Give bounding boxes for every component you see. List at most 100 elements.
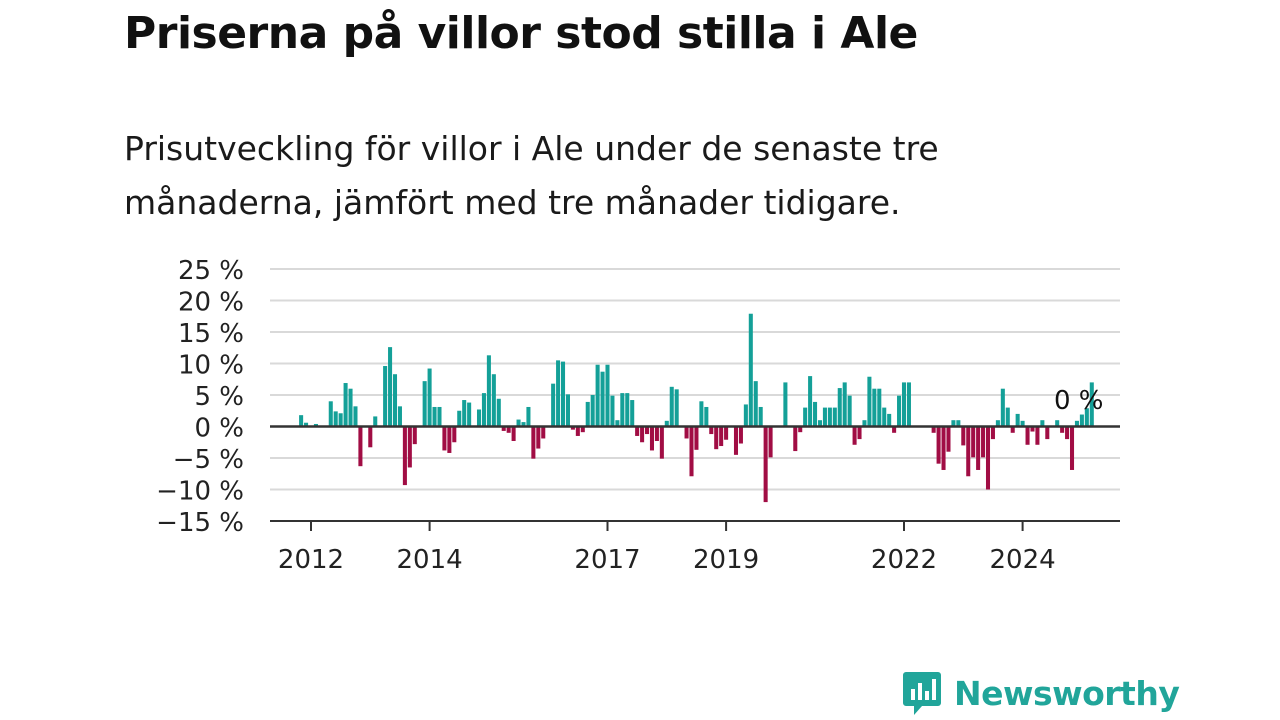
bar (313, 423, 318, 427)
y-tick-label: 25 % (178, 256, 244, 286)
y-tick-label: 15 % (178, 319, 244, 349)
bar (561, 361, 566, 427)
bar (476, 409, 482, 427)
bar (976, 426, 981, 470)
bar (585, 401, 590, 427)
chart-subtitle: Prisutveckling för villor i Ale under de… (124, 129, 939, 222)
bar (491, 374, 496, 427)
bar (714, 426, 719, 450)
bar (442, 426, 447, 451)
bar (887, 413, 892, 427)
latest-value-label: 0 % (1054, 386, 1104, 416)
bar (343, 383, 348, 427)
bar (640, 426, 645, 443)
bar (906, 382, 911, 427)
bar (654, 426, 659, 441)
y-tick-label: 20 % (178, 288, 244, 318)
bar (877, 388, 882, 427)
gridlines (270, 268, 1120, 491)
x-tick-label: 2012 (278, 545, 344, 575)
bar (358, 426, 363, 467)
bar (575, 426, 580, 436)
y-axis-labels: 25 %20 %15 %10 %5 %0 %−5 %−10 %−15 % (156, 256, 244, 538)
y-tick-label: −5 % (173, 445, 244, 475)
bar (1089, 382, 1094, 427)
bar (882, 407, 887, 427)
bar (733, 426, 739, 455)
bar (338, 413, 343, 427)
bar (808, 376, 813, 427)
bar (526, 406, 531, 427)
bar (412, 426, 417, 445)
bar (867, 376, 872, 427)
bar (956, 420, 961, 427)
y-tick-label: 10 % (178, 351, 244, 381)
bar (501, 426, 506, 431)
x-tick-label: 2024 (990, 545, 1056, 575)
bar (659, 426, 664, 459)
bar (462, 400, 467, 427)
bar (1045, 426, 1050, 440)
bar (580, 426, 585, 433)
bar (427, 368, 432, 427)
bar (328, 401, 333, 427)
bar (432, 406, 437, 427)
x-tick-label: 2017 (574, 545, 640, 575)
bar (798, 426, 803, 433)
bar (407, 426, 412, 468)
bar (649, 426, 654, 451)
bar (981, 426, 986, 458)
bar (551, 383, 556, 427)
bar (1030, 426, 1035, 432)
x-tick-label: 2019 (693, 545, 759, 575)
bar (1015, 413, 1020, 427)
bar (990, 426, 995, 440)
bar (368, 426, 373, 448)
bar (931, 426, 936, 433)
brand: Newsworthy (902, 670, 1180, 716)
bar (1020, 420, 1025, 427)
bar (565, 394, 570, 427)
bar (857, 426, 862, 440)
bar (971, 426, 976, 458)
y-tick-label: 5 % (194, 382, 244, 412)
bar (1060, 426, 1065, 433)
bar (1010, 426, 1015, 433)
bar (1040, 420, 1045, 427)
bar (630, 400, 635, 427)
chart-title: Priserna på villor stod stilla i Ale (124, 8, 918, 59)
bar (422, 381, 427, 427)
bar (304, 422, 309, 427)
bar (758, 406, 763, 427)
bar (511, 426, 516, 441)
bar (1000, 388, 1005, 427)
bar (793, 426, 798, 452)
bar (645, 426, 650, 435)
bar (946, 426, 951, 452)
bar (719, 426, 724, 447)
x-tick-label: 2022 (871, 545, 937, 575)
bar (610, 395, 615, 427)
bar (817, 420, 823, 427)
brand-name: Newsworthy (954, 673, 1180, 713)
bar (1084, 408, 1089, 427)
bar (689, 426, 694, 477)
bar (531, 426, 536, 459)
bar (392, 374, 398, 427)
bar (694, 426, 699, 450)
bar (447, 426, 452, 453)
x-axis-labels: 2012 2014 2017 2019 2022 2024 (278, 521, 1056, 575)
bar (897, 395, 902, 427)
bar (862, 420, 867, 427)
bar (1005, 407, 1010, 427)
bar (452, 426, 457, 443)
bar (590, 395, 595, 427)
bar (743, 404, 748, 427)
x-tick-label: 2014 (397, 545, 463, 575)
bar (541, 426, 546, 439)
bar (625, 393, 630, 427)
bar (995, 420, 1000, 427)
bar (353, 406, 358, 427)
bar (615, 420, 620, 427)
